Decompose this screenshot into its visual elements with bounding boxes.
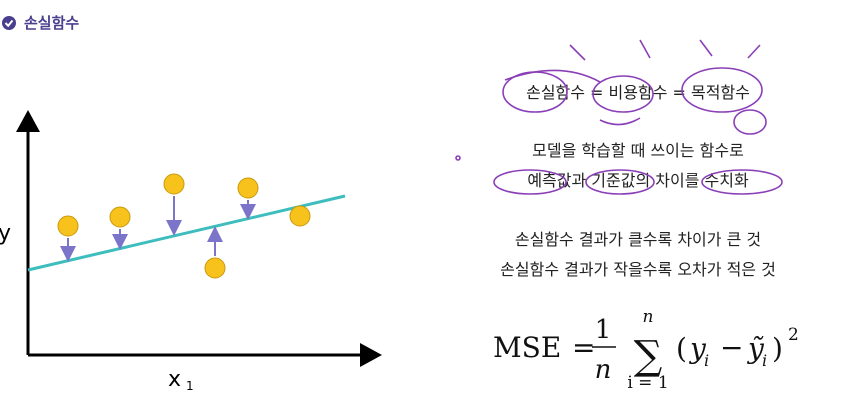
formula-minus: − [720,331,743,364]
scribble [681,67,763,113]
scribble [733,109,767,135]
formula-denominator: n [595,355,612,385]
point [289,205,311,227]
point [237,177,259,199]
point [163,173,185,195]
x-subscript: 1 [186,379,194,393]
scribble [455,155,461,161]
scribble [504,39,761,126]
formula-y-hat-index: i [762,351,767,370]
result-line: 손실함수 결과가 작을수록 오차가 적은 것 [500,260,776,279]
scribble [701,169,783,195]
formula-lower: i = 1 [627,373,668,393]
formula-y-index: i [704,351,709,370]
result-line: 손실함수 결과가 클수록 차이가 큰 것 [515,230,761,249]
header-title: 손실함수 [24,14,79,32]
definition: 손실함수 = 비용함수 = 목적함수 [526,83,750,102]
formula-open: ( [676,332,687,365]
point [204,257,226,279]
point [109,206,131,228]
formula-upper: n [643,307,654,327]
formula-y-hat: ỹ [746,332,765,365]
scribble [585,169,655,195]
scribbles [455,39,783,195]
formula-lhs: MSE [493,331,561,364]
y-label: y [0,221,11,246]
residuals [60,196,256,262]
formula-power: 2 [788,325,799,345]
check-icon [2,16,16,30]
formula-sum: ∑ [634,333,663,379]
y-arrow [16,110,40,132]
note-line: 모델을 학습할 때 쓰이는 함수로 [532,141,744,160]
header: 손실함수 [2,14,79,32]
formula-numerator: 1 [595,315,612,345]
scribble [493,169,567,195]
diagram: y x 1 [0,110,382,393]
x-arrow [360,343,382,367]
formula: MSE = 1 n ∑ n i = 1 ( y i − ỹ i ) 2 [493,307,799,393]
check-mark [4,19,14,28]
note-line: 예측값과 기준값의 차이를 수치화 [527,171,749,190]
formula-close: ) [772,332,783,365]
point [57,215,79,237]
x-label: x [168,367,181,392]
regression-line [27,194,346,272]
formula-equals: = [572,331,595,364]
notes: 손실함수 = 비용함수 = 목적함수 모델을 학습할 때 쓰이는 함수로 예측값… [500,83,776,279]
scribble [592,75,654,113]
formula-y: y [688,332,707,365]
points [57,173,311,279]
